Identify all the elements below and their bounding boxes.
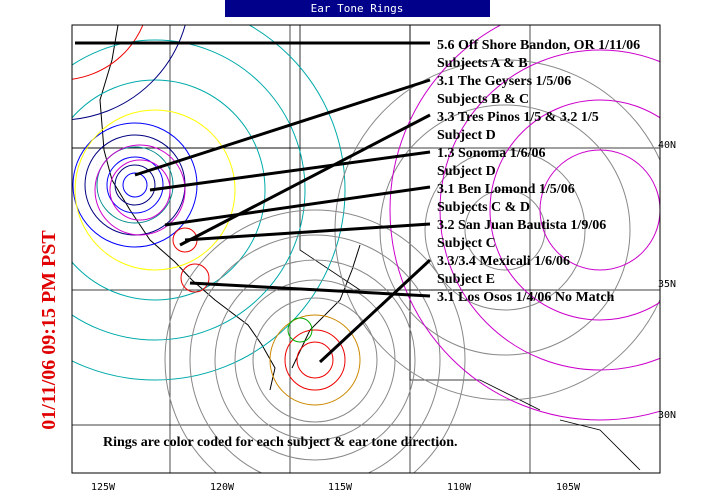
ring [269,314,361,406]
ring [96,146,174,224]
title: Ear Tone Rings [311,2,404,15]
ring [252,297,378,423]
annotation: Subjects A & B [437,56,528,71]
annotation: 3.1 The Geysers 1/5/06 [437,74,571,89]
ring [379,104,631,356]
annotation: 3.1 Ben Lomond 1/5/06 [437,182,575,197]
ring [164,209,466,473]
connector [318,258,432,364]
connector [179,113,431,247]
latitude-label: 30N [658,410,676,421]
annotation: 1.3 Sonoma 1/6/06 [437,146,546,161]
longitude-label: 115W [328,482,353,493]
ring [106,156,164,214]
connector [189,281,431,298]
annotation: 3.3/3.4 Mexicali 1/6/06 [437,254,570,269]
ring [489,99,660,321]
ring [189,234,441,473]
connector [149,150,431,192]
ring [72,25,346,381]
map-frame [71,24,661,474]
latitude-label: 40N [658,140,676,151]
ring [439,49,660,371]
annotation: 3.2 San Juan Bautista 1/9/06 [437,218,606,233]
annotation: Subject D [437,128,496,143]
annotation: Subject C [437,236,496,251]
title-bar [225,0,490,17]
annotation: 5.6 Off Shore Bandon, OR 1/11/06 [437,38,640,53]
ring [284,329,346,391]
longitude-label: 120W [210,482,235,493]
annotation: Subject D [437,164,496,179]
annotation: Subjects C & D [437,200,530,215]
ring [539,149,660,271]
ring [389,25,660,421]
ring [287,317,313,343]
timestamp: 01/11/06 09:15 PM PST [38,230,60,430]
ring [72,79,266,301]
connector [184,222,431,242]
ring [180,263,210,293]
longitude-label: 110W [447,482,472,493]
ring [94,144,186,236]
annotation: 3.1 Los Osos 1/4/06 No Match [437,290,615,305]
ring [296,341,334,379]
longitude-label: 125W [91,482,116,493]
ring [122,172,148,198]
coastline [99,25,361,391]
ring [114,164,156,206]
latitude-label: 35N [658,279,676,290]
ring [214,259,416,461]
annotation: 3.3 Tres Pinos 1/5 & 3.2 1/5 [437,110,599,125]
longitude-label: 105W [556,482,581,493]
connector [164,185,431,227]
ring [464,189,546,271]
ring [74,109,236,271]
annotation: Subjects B & C [437,92,529,107]
ring [109,159,171,221]
connector [134,78,431,177]
ring [72,39,306,341]
annotation: Subject E [437,272,495,287]
legend-note: Rings are color coded for each subject &… [103,435,457,450]
ring [424,149,586,311]
